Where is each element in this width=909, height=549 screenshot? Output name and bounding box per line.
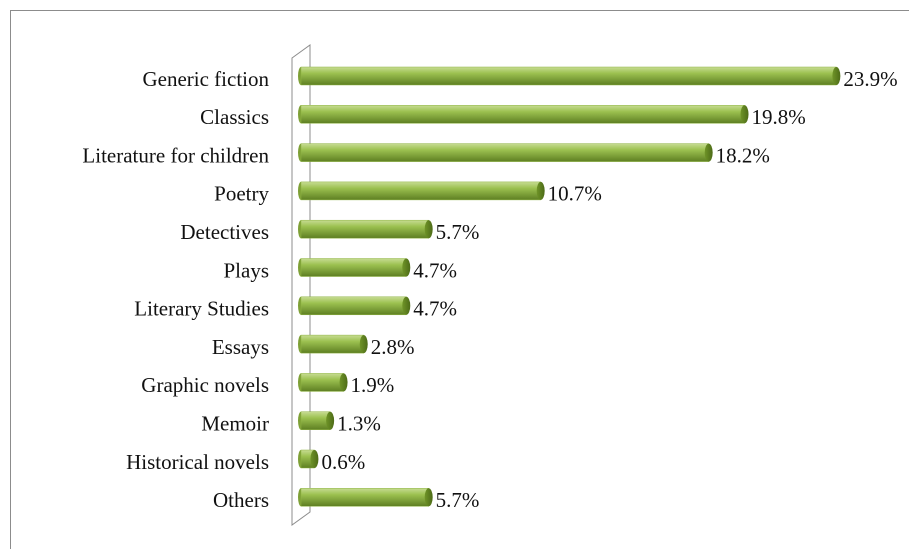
category-label: Classics (200, 105, 269, 129)
bar-cap (704, 143, 713, 162)
value-label: 4.7% (413, 297, 457, 321)
bar-cap (740, 105, 749, 124)
value-label: 5.7% (436, 488, 480, 512)
value-label: 4.7% (413, 258, 457, 282)
category-label: Others (213, 488, 269, 512)
bar (300, 373, 344, 392)
category-label: Poetry (214, 182, 269, 206)
bar-cap (402, 296, 411, 315)
bar (300, 143, 709, 162)
value-label: 5.7% (436, 220, 480, 244)
bar-cap (424, 220, 433, 239)
category-label: Graphic novels (141, 373, 269, 397)
bar (300, 258, 407, 277)
bar-cap (310, 450, 319, 468)
value-label: 23.9% (843, 67, 897, 91)
bar (300, 66, 837, 86)
value-label: 10.7% (548, 182, 602, 206)
category-label: Detectives (180, 220, 269, 244)
bar-cap (326, 411, 335, 430)
chart-border (10, 10, 909, 549)
category-label: Essays (212, 335, 269, 359)
bar (300, 219, 429, 239)
bar (300, 105, 745, 124)
bar (300, 411, 331, 430)
bar-cap (536, 181, 545, 200)
bar (300, 296, 407, 316)
axis-wall (291, 44, 311, 526)
bar-cap (424, 488, 433, 507)
category-label: Literature for children (82, 143, 269, 167)
value-label: 0.6% (321, 450, 365, 474)
value-label: 19.8% (752, 105, 806, 129)
bar-cap (402, 258, 411, 277)
category-label: Memoir (201, 412, 269, 436)
bar-cap (359, 335, 368, 354)
category-label: Historical novels (126, 450, 269, 474)
category-label: Literary Studies (134, 297, 269, 321)
value-label: 1.3% (337, 412, 381, 436)
value-label: 18.2% (716, 143, 770, 167)
value-label: 1.9% (351, 373, 395, 397)
bar-cap (339, 373, 348, 392)
bar (300, 334, 364, 354)
bar-cap (832, 67, 841, 85)
value-label: 2.8% (371, 335, 415, 359)
category-label: Plays (223, 258, 269, 282)
bar (300, 488, 429, 507)
category-label: Generic fiction (142, 67, 269, 91)
bar (300, 181, 541, 201)
